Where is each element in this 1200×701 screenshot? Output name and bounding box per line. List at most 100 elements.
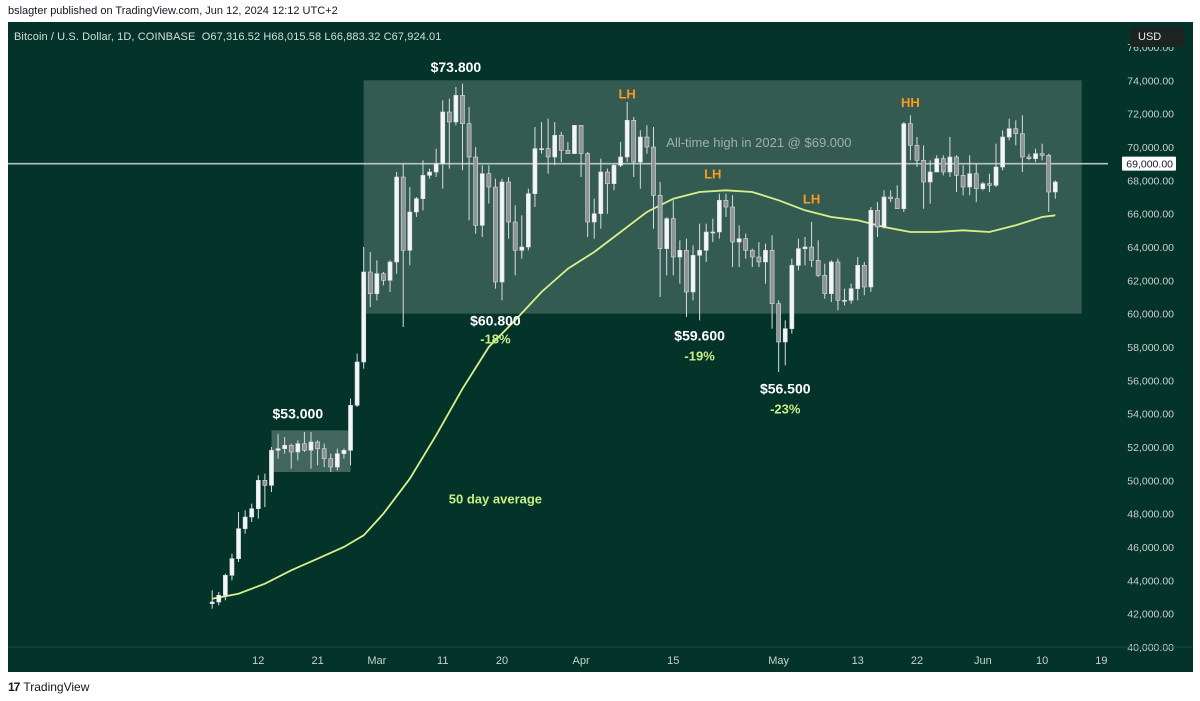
candle (308, 432, 314, 469)
candle (730, 195, 735, 267)
candle-body (288, 445, 294, 453)
candle-body (526, 193, 531, 248)
candle (374, 260, 380, 301)
annotation-label: -18% (480, 332, 511, 347)
candle (914, 137, 920, 167)
candle (1033, 148, 1038, 162)
candle-body (1013, 128, 1019, 134)
y-tick-label: 58,000.00 (1127, 342, 1174, 354)
candle-body (493, 186, 498, 283)
candle-body (585, 153, 590, 223)
candle (506, 177, 511, 239)
candle (446, 98, 452, 169)
candle (677, 240, 683, 284)
candle (407, 187, 413, 266)
x-tick-label: 20 (496, 655, 508, 667)
price-label-box (1122, 156, 1176, 171)
candle-body (954, 156, 959, 176)
candle-body (545, 148, 551, 158)
moving-average-line (212, 189, 1056, 600)
candle-body (315, 441, 320, 449)
candle (519, 215, 525, 259)
x-tick-label: Jun (974, 655, 992, 667)
candle-body (618, 156, 623, 166)
candle (861, 262, 867, 296)
price-chart[interactable]: 40,000.00 42,000.00 44,000.00 46,000.00 48,0… (8, 22, 1193, 672)
candle-body (973, 173, 979, 189)
y-tick-label: 48,000.00 (1127, 509, 1174, 521)
candle (809, 222, 814, 267)
candle-body (229, 558, 235, 576)
y-tick-label: 60,000.00 (1127, 309, 1174, 321)
candle (637, 130, 643, 189)
candle (1039, 143, 1045, 161)
candle-body (1039, 153, 1045, 156)
candle (736, 225, 742, 267)
y-tick-label: 50,000.00 (1127, 475, 1174, 487)
candle-body (374, 273, 380, 294)
candle (387, 260, 393, 292)
candle-body (980, 183, 986, 189)
x-tick-label: 12 (252, 655, 264, 667)
candle-body (473, 156, 479, 226)
candle-body (519, 246, 525, 251)
annotation-label: $73.800 (431, 59, 482, 75)
candle-body (512, 221, 518, 251)
annotation-label: All-time high in 2021 @ $69.000 (666, 135, 851, 150)
candle (993, 143, 999, 187)
candle-body (921, 160, 926, 183)
candle-body (802, 246, 808, 249)
candle (908, 115, 913, 161)
candle (829, 260, 834, 302)
candle-body (275, 448, 281, 451)
candle (499, 178, 505, 301)
candle (526, 188, 531, 251)
x-tick-label: 19 (1095, 655, 1107, 667)
annotation-label: -23% (770, 402, 801, 417)
y-tick-label: 70,000.00 (1127, 142, 1174, 154)
candle (670, 200, 676, 276)
candle (848, 283, 854, 304)
candle (400, 163, 406, 327)
candle-body (242, 516, 248, 529)
candle-body (552, 135, 558, 158)
candle (1046, 153, 1052, 212)
candle (572, 125, 577, 154)
y-tick-label: 56,000.00 (1127, 375, 1174, 387)
annotation-label: -19% (684, 348, 715, 363)
candle-body (414, 198, 419, 213)
annotation-label: $59.600 (674, 327, 725, 343)
tradingview-logo[interactable]: 17 TradingView (8, 680, 89, 694)
candle-body (341, 450, 347, 454)
candle (236, 512, 241, 562)
candle-body (664, 218, 670, 249)
candle-body (789, 265, 795, 329)
candle-body (835, 261, 841, 301)
candle-body (947, 156, 953, 173)
candle-body (723, 200, 729, 208)
candle-body (927, 171, 933, 183)
candle-body (460, 95, 465, 124)
chart-panel[interactable]: 40,000.00 42,000.00 44,000.00 46,000.00 48,0… (8, 22, 1193, 672)
candle (565, 142, 571, 154)
candle (539, 122, 544, 154)
candle (769, 235, 775, 329)
candle (1013, 120, 1019, 146)
candle (282, 437, 287, 454)
candle (321, 443, 327, 467)
currency-button[interactable]: USD (1130, 27, 1184, 47)
candle (881, 190, 887, 229)
candle (624, 102, 630, 162)
candle (1020, 115, 1025, 172)
annotation-label: HH (901, 95, 920, 110)
candle (782, 320, 788, 366)
candle-body (710, 231, 716, 234)
annotation-label: $53.000 (273, 406, 324, 422)
candle-body (644, 136, 650, 148)
candle (328, 453, 334, 472)
price-label: 69,000.00 (1126, 159, 1173, 171)
candle (255, 475, 261, 519)
candle (749, 248, 755, 267)
candle-body (1033, 153, 1038, 159)
candle-body (308, 441, 314, 451)
